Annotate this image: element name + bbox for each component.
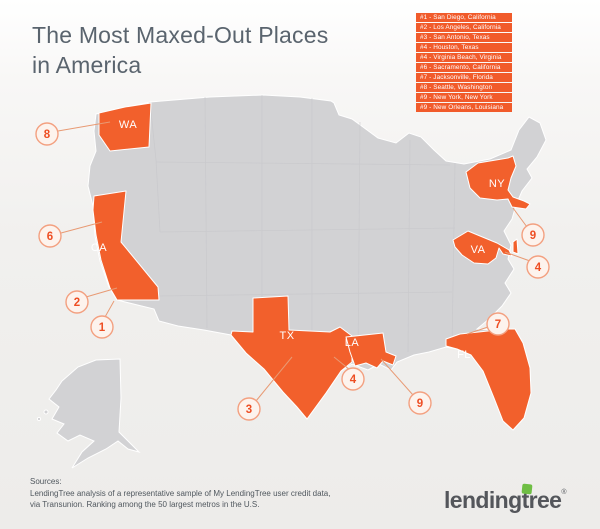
- label-ny: NY: [489, 178, 505, 190]
- svg-text:6: 6: [47, 231, 53, 243]
- legend-item: #6 - Sacramento, California: [416, 63, 512, 72]
- legend-item: #3 - San Antonio, Texas: [416, 33, 512, 42]
- lendingtree-logo: lendingtree®: [444, 483, 567, 515]
- legend-item: #9 - New Orleans, Louisiana: [416, 103, 512, 112]
- state-florida: [445, 328, 532, 431]
- logo-wordmark: lendingtree: [444, 487, 562, 513]
- legend-item: #8 - Seattle, Washington: [416, 83, 512, 92]
- marker-leader-lines: [57, 121, 531, 402]
- label-tx: TX: [279, 330, 294, 342]
- marker-jacksonville: 7: [486, 312, 510, 336]
- sources-block: Sources: LendingTree analysis of a repre…: [30, 476, 330, 510]
- legend-item: #4 - Houston, Texas: [416, 43, 512, 52]
- label-la: LA: [345, 337, 360, 349]
- label-wa: WA: [119, 119, 137, 131]
- svg-text:1: 1: [99, 322, 106, 334]
- state-california: [92, 190, 160, 301]
- alaska-shape: [48, 358, 141, 469]
- sources-heading: Sources:: [30, 477, 62, 486]
- state-virginia: [452, 230, 513, 265]
- marker-san-antonio: 3: [237, 397, 261, 421]
- legend-item: #7 - Jacksonville, Florida: [416, 73, 512, 82]
- alaska-island: [36, 416, 42, 422]
- svg-text:8: 8: [44, 129, 51, 141]
- title-line-1: The Most Maxed-Out Places: [32, 22, 329, 48]
- sources-line-1: LendingTree analysis of a representative…: [30, 489, 331, 498]
- sources-line-2: via Transunion. Ranking among the 50 lar…: [30, 500, 260, 509]
- logo-registered-mark: ®: [561, 489, 567, 496]
- state-new-york: [465, 155, 531, 210]
- marker-new-york: 9: [521, 223, 545, 247]
- legend-item: #9 - New York, New York: [416, 93, 512, 102]
- marker-sacramento: 6: [38, 224, 62, 248]
- alaska-island: [43, 409, 49, 415]
- legend-item: #2 - Los Angeles, California: [416, 23, 512, 32]
- legend-item: #1 - San Diego, California: [416, 13, 512, 22]
- svg-text:2: 2: [74, 297, 80, 309]
- page-title: The Most Maxed-Out Places in America: [32, 20, 328, 80]
- marker-san-diego: 1: [90, 315, 114, 339]
- label-va: VA: [471, 244, 486, 256]
- svg-text:3: 3: [246, 404, 252, 416]
- legend-item: #4 - Virginia Beach, Virginia: [416, 53, 512, 62]
- state-borders: [149, 95, 456, 363]
- marker-virginia-beach: 4: [526, 255, 550, 279]
- svg-text:9: 9: [530, 230, 536, 242]
- state-virginia-eastern-shore: [512, 238, 519, 255]
- svg-text:9: 9: [417, 398, 423, 410]
- logo-leaf-icon: [521, 483, 533, 495]
- marker-seattle: 8: [35, 122, 59, 146]
- label-ca: CA: [91, 242, 107, 254]
- rank-markers: 8 6 2 1 3 4 9: [35, 122, 550, 421]
- svg-text:4: 4: [350, 374, 357, 386]
- svg-text:7: 7: [495, 319, 501, 331]
- state-washington: [98, 102, 152, 152]
- marker-los-angeles: 2: [65, 290, 89, 314]
- marker-new-orleans: 9: [408, 391, 432, 415]
- state-abbr-labels: WA CA TX LA FL VA NY: [91, 119, 505, 361]
- ranking-legend: #1 - San Diego, California #2 - Los Ange…: [416, 13, 512, 113]
- title-line-2: in America: [32, 52, 142, 78]
- svg-text:4: 4: [535, 262, 542, 274]
- marker-houston: 4: [341, 367, 365, 391]
- label-fl: FL: [457, 349, 471, 361]
